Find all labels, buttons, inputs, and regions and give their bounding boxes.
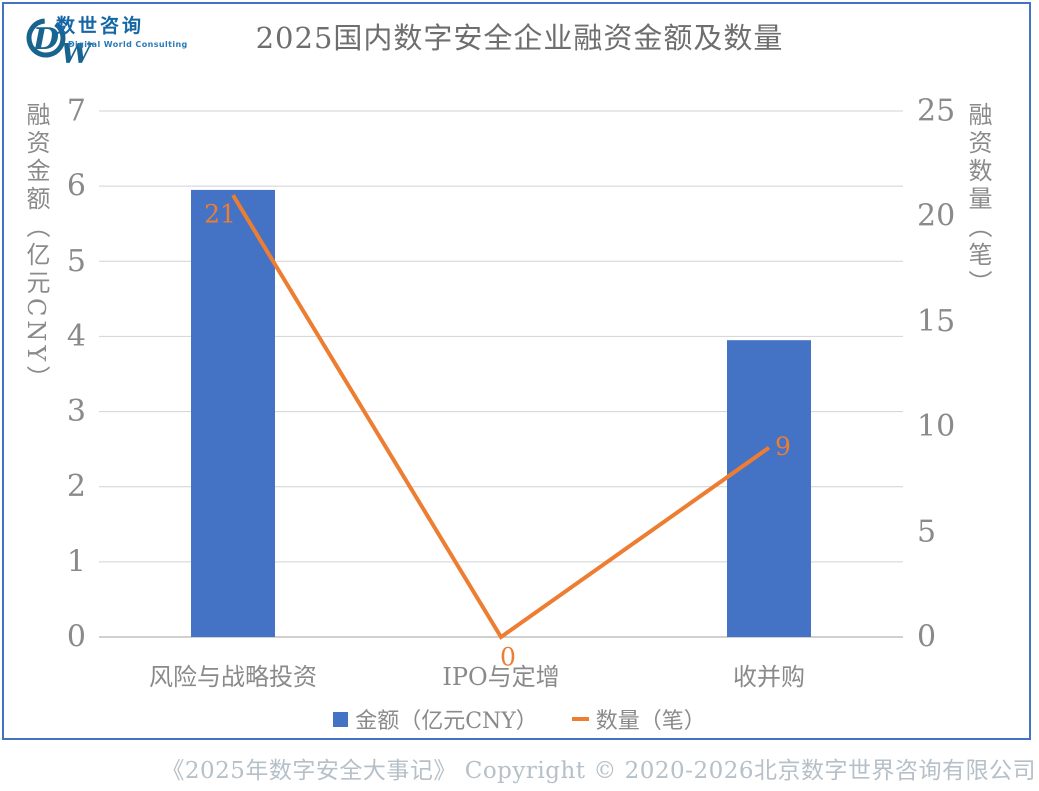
- left-tick-label: 1: [67, 544, 86, 579]
- quantity-line: [231, 194, 771, 640]
- logo-name-cn: 数世咨询: [56, 15, 145, 37]
- right-tick-label: 5: [917, 514, 936, 549]
- left-tick-label: 0: [67, 620, 86, 655]
- line-data-label: 21: [204, 200, 236, 229]
- line-data-label: 9: [775, 432, 791, 461]
- logo-mark: D W: [26, 18, 94, 69]
- right-axis-title: 融资数量（笔）: [964, 102, 992, 298]
- left-tick-label: 7: [67, 94, 86, 129]
- logo: D W 数世咨询 Digital World Consulting: [18, 7, 238, 69]
- legend-count-label: 数量（笔）: [595, 709, 706, 734]
- legend-item-amount: 金额（亿元CNY）: [333, 703, 538, 735]
- legend-bar-swatch-icon: [333, 711, 349, 727]
- copyright-footer: 《2025年数字安全大事记》 Copyright © 2020-2026北京数字…: [161, 758, 1036, 784]
- left-tick-label: 2: [67, 469, 86, 504]
- bar-0: [191, 189, 275, 637]
- logo-letter-d: D: [32, 22, 59, 57]
- logo-circle: [26, 18, 66, 58]
- legend: 金额（亿元CNY） 数量（笔）: [0, 703, 1039, 735]
- logo-letter-w: W: [61, 39, 94, 69]
- left-tick-label: 4: [67, 319, 86, 354]
- right-tick-label: 25: [917, 94, 955, 129]
- legend-item-count: 数量（笔）: [571, 703, 706, 735]
- right-tick-label: 15: [917, 304, 955, 339]
- line-data-label: 0: [500, 643, 516, 672]
- logo-name-en: Digital World Consulting: [68, 40, 188, 49]
- legend-line-swatch-icon: [571, 717, 589, 721]
- chart-title: 2025国内数字安全企业融资金额及数量: [255, 21, 784, 55]
- logo-text: 数世咨询 Digital World Consulting: [56, 11, 188, 49]
- left-tick-label: 3: [67, 394, 86, 429]
- bar-2: [727, 340, 811, 637]
- right-tick-label: 10: [917, 409, 955, 444]
- left-tick-label: 5: [67, 244, 86, 279]
- legend-amount-label: 金额（亿元CNY）: [355, 709, 538, 734]
- chart-border-frame: [2, 2, 1031, 740]
- category-label: IPO与定增: [442, 663, 559, 691]
- category-label: 风险与战略投资: [149, 663, 317, 691]
- category-label: 收并购: [733, 663, 805, 691]
- left-tick-label: 6: [67, 169, 86, 204]
- left-axis-title: 融资金额（亿元CNY）: [22, 102, 50, 394]
- right-tick-label: 20: [917, 199, 955, 234]
- right-tick-label: 0: [917, 620, 936, 655]
